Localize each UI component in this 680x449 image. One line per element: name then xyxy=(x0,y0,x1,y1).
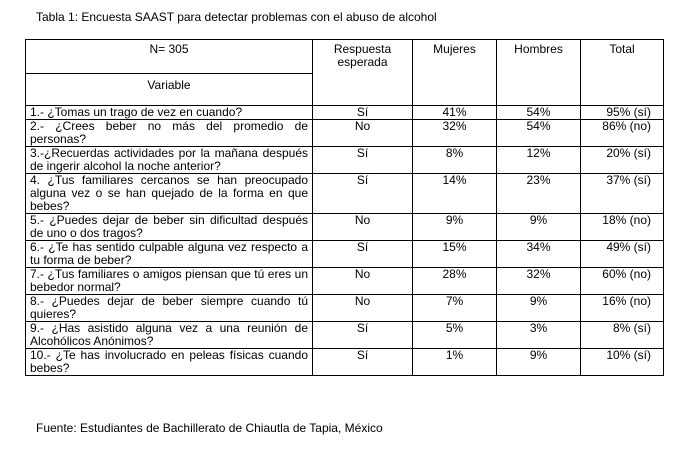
total-cell: 20% (sí) xyxy=(580,146,664,174)
expected-cell: No xyxy=(312,213,413,241)
header-row: N= 305 Respuesta esperada Mujeres Hombre… xyxy=(25,39,664,106)
women-cell: 5% xyxy=(412,321,497,349)
women-cell: 8% xyxy=(412,146,497,174)
question-cell: 1.- ¿Tomas un trago de vez en cuando? xyxy=(25,105,313,120)
men-cell: 9% xyxy=(496,348,581,376)
men-cell: 9% xyxy=(496,213,581,241)
header-total: Total xyxy=(580,39,664,106)
table-source-note: Fuente: Estudiantes de Bachillerato de C… xyxy=(36,421,383,435)
table-row: 3.-¿Recuerdas actividades por la mañana … xyxy=(25,146,664,174)
question-cell: 10.- ¿Te has involucrado en peleas físic… xyxy=(25,348,313,376)
women-cell: 9% xyxy=(412,213,497,241)
table-row: 5.- ¿Puedes dejar de beber sin dificulta… xyxy=(25,213,664,241)
header-women: Mujeres xyxy=(412,39,497,106)
men-cell: 12% xyxy=(496,146,581,174)
women-cell: 32% xyxy=(412,119,497,147)
header-n: N= 305 xyxy=(25,39,313,74)
women-cell: 14% xyxy=(412,173,497,214)
total-cell: 8% (sí) xyxy=(580,321,664,349)
question-cell: 7.- ¿Tus familiares o amigos piensan que… xyxy=(25,267,313,295)
header-variable: Variable xyxy=(25,73,313,106)
total-cell: 49% (sí) xyxy=(580,240,664,268)
expected-cell: Sí xyxy=(312,240,413,268)
expected-cell: No xyxy=(312,294,413,322)
total-cell: 86% (no) xyxy=(580,119,664,147)
table-row: 8.- ¿Puedes dejar de beber siempre cuand… xyxy=(25,294,664,322)
question-cell: 3.-¿Recuerdas actividades por la mañana … xyxy=(25,146,313,174)
men-cell: 9% xyxy=(496,294,581,322)
expected-cell: Sí xyxy=(312,173,413,214)
women-cell: 1% xyxy=(412,348,497,376)
table-row: 2.- ¿Crees beber no más del promedio de … xyxy=(25,119,664,147)
question-cell: 4. ¿Tus familiares cercanos se han preoc… xyxy=(25,173,313,214)
table-row: 1.- ¿Tomas un trago de vez en cuando? Sí… xyxy=(25,105,664,120)
total-cell: 95% (sí) xyxy=(580,105,664,120)
men-cell: 23% xyxy=(496,173,581,214)
total-cell: 60% (no) xyxy=(580,267,664,295)
total-cell: 16% (no) xyxy=(580,294,664,322)
survey-table: N= 305 Respuesta esperada Mujeres Hombre… xyxy=(25,39,664,376)
men-cell: 54% xyxy=(496,105,581,120)
table-row: 10.- ¿Te has involucrado en peleas físic… xyxy=(25,348,664,376)
men-cell: 3% xyxy=(496,321,581,349)
table-row: 6.- ¿Te has sentido culpable alguna vez … xyxy=(25,240,664,268)
question-cell: 6.- ¿Te has sentido culpable alguna vez … xyxy=(25,240,313,268)
expected-cell: Sí xyxy=(312,321,413,349)
header-men: Hombres xyxy=(496,39,581,106)
question-cell: 5.- ¿Puedes dejar de beber sin dificulta… xyxy=(25,213,313,241)
table-caption: Tabla 1: Encuesta SAAST para detectar pr… xyxy=(36,10,437,24)
total-cell: 18% (no) xyxy=(580,213,664,241)
question-cell: 9.- ¿Has asistido alguna vez a una reuni… xyxy=(25,321,313,349)
expected-cell: Sí xyxy=(312,105,413,120)
expected-cell: Sí xyxy=(312,146,413,174)
table-row: 4. ¿Tus familiares cercanos se han preoc… xyxy=(25,173,664,214)
table-row: 7.- ¿Tus familiares o amigos piensan que… xyxy=(25,267,664,295)
total-cell: 37% (sí) xyxy=(580,173,664,214)
women-cell: 41% xyxy=(412,105,497,120)
expected-cell: Sí xyxy=(312,348,413,376)
total-cell: 10% (sí) xyxy=(580,348,664,376)
women-cell: 28% xyxy=(412,267,497,295)
question-cell: 8.- ¿Puedes dejar de beber siempre cuand… xyxy=(25,294,313,322)
women-cell: 7% xyxy=(412,294,497,322)
expected-cell: No xyxy=(312,267,413,295)
question-cell: 2.- ¿Crees beber no más del promedio de … xyxy=(25,119,313,147)
women-cell: 15% xyxy=(412,240,497,268)
men-cell: 32% xyxy=(496,267,581,295)
table-row: 9.- ¿Has asistido alguna vez a una reuni… xyxy=(25,321,664,349)
men-cell: 34% xyxy=(496,240,581,268)
header-row-variable: Variable xyxy=(25,73,664,106)
men-cell: 54% xyxy=(496,119,581,147)
header-expected: Respuesta esperada xyxy=(312,39,413,106)
expected-cell: No xyxy=(312,119,413,147)
